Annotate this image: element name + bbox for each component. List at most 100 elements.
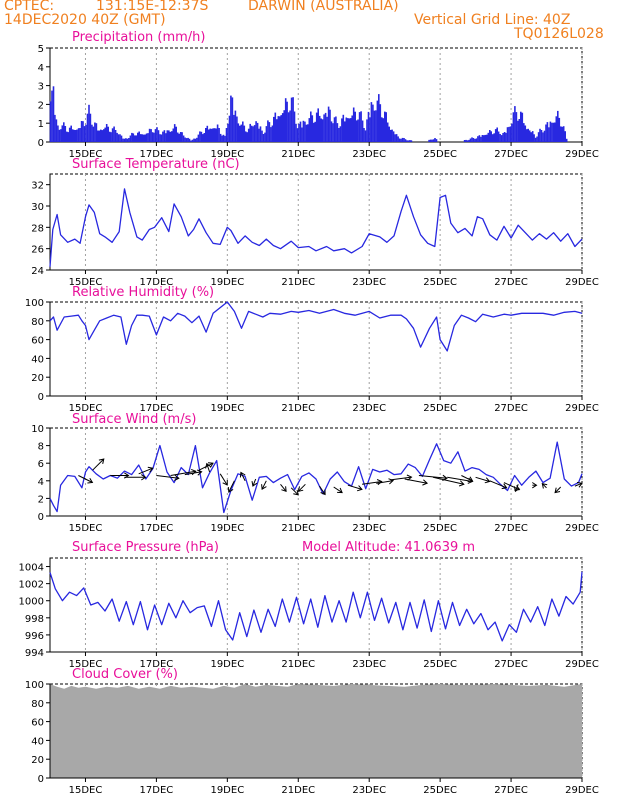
precip-bar (268, 122, 271, 142)
temp-x-tick-label: 15DEC (69, 277, 103, 288)
cloud-x-tick-label: 19DEC (210, 785, 244, 796)
wind-y-tick-label: 8 (38, 442, 44, 453)
temp-y-tick-label: 28 (31, 223, 44, 234)
precip-bar (469, 138, 472, 142)
precip-bar (546, 122, 549, 142)
precip-bar (329, 109, 331, 142)
precip-bar (552, 122, 555, 142)
precip-bar (259, 126, 262, 142)
precip-x-tick-label: 25DEC (423, 149, 457, 160)
precip-bar (120, 135, 123, 142)
pressure-x-tick-label: 17DEC (140, 659, 174, 670)
precip-bar (150, 129, 152, 142)
precip-bar (475, 138, 478, 142)
precip-bar (324, 112, 327, 142)
precip-bar (409, 140, 411, 142)
precip-bar (298, 123, 300, 142)
wind-arrow (184, 471, 202, 476)
wind-arrow (252, 478, 257, 487)
precip-bar (57, 125, 59, 142)
wind-arrow-head (227, 486, 234, 493)
precip-bar (160, 134, 163, 142)
wind-x-tick-label: 25DEC (423, 523, 457, 534)
wind-y-tick-label: 0 (38, 512, 44, 523)
precip-bar (135, 135, 138, 142)
pressure-y-tick-label: 994 (25, 648, 44, 659)
precip-bar (213, 128, 216, 142)
rh-x-tick-label: 27DEC (494, 403, 528, 414)
pressure-x-tick-label: 15DEC (69, 659, 103, 670)
wind-y-tick-label: 6 (38, 459, 44, 470)
wind-title: Surface Wind (m/s) (72, 412, 196, 427)
precip-bar (49, 101, 52, 142)
precip-bar (542, 132, 544, 142)
precip-bar (205, 128, 207, 142)
header-station: DARWIN (AUSTRALIA) (248, 0, 399, 14)
cloud-title: Cloud Cover (%) (72, 667, 178, 682)
cloud-x-tick-label: 25DEC (423, 785, 457, 796)
wind-arrow (206, 463, 211, 473)
precip-bar (509, 126, 512, 142)
precip-bar (384, 111, 386, 142)
precip-bar (276, 119, 278, 142)
precip-bar (358, 112, 361, 142)
wind-arrow-head (422, 479, 429, 486)
precip-bar (176, 132, 179, 142)
cloud-y-tick-label: 80 (31, 699, 44, 710)
wind-arrow (261, 480, 267, 490)
wind-arrow-head (458, 480, 465, 487)
precip-y-tick-label: 4 (38, 63, 44, 74)
precip-bar (397, 136, 399, 142)
wind-arrow (489, 480, 507, 489)
wind-arrow-head (467, 476, 474, 483)
precip-bar (330, 121, 333, 142)
cloud-x-tick-label: 21DEC (281, 785, 315, 796)
precip-bar (554, 122, 556, 142)
precip-bar (250, 125, 253, 142)
wind-arrow (280, 483, 287, 492)
precip-bar (524, 125, 527, 142)
wind-arrow (156, 475, 179, 479)
precip-bar (478, 135, 481, 142)
precip-bar (369, 117, 371, 142)
precip-bar (95, 123, 98, 142)
precip-bar (339, 126, 342, 142)
precip-bar (249, 123, 251, 142)
precip-bar (104, 127, 106, 142)
temp-x-tick-label: 25DEC (423, 277, 457, 288)
cloud-y-tick-label: 0 (38, 774, 44, 785)
rh-frame (49, 301, 583, 397)
precip-y-tick-label: 1 (38, 119, 44, 130)
precip-bar (361, 120, 364, 142)
precip-bar (178, 133, 180, 142)
precip-bar (173, 124, 176, 142)
precip-bar (428, 139, 430, 142)
precip-bar (222, 134, 225, 142)
precip-bar (141, 134, 143, 142)
precip-bar (400, 138, 402, 142)
precip-bar (202, 134, 204, 142)
precip-bar (352, 107, 355, 142)
cloud-panel (46, 683, 583, 782)
precip-bar (134, 135, 136, 142)
precip-bar (344, 121, 346, 142)
precip-bar (284, 98, 287, 142)
precip-y-tick-label: 0 (38, 138, 44, 149)
pressure-y-tick-label: 1000 (19, 597, 44, 608)
precip-bar (564, 131, 566, 142)
precip-bar (131, 132, 133, 142)
wind-arrow-head (239, 471, 246, 478)
cloud-x-tick-label: 17DEC (140, 785, 174, 796)
precip-bar (274, 112, 277, 142)
precip-bar (372, 104, 374, 142)
wind-panel (46, 427, 583, 520)
rh-y-tick-label: 80 (31, 317, 44, 328)
wind-arrow-head (376, 479, 383, 486)
precip-bar (111, 128, 114, 142)
precip-bar (326, 116, 328, 142)
temp-frame (49, 173, 583, 271)
precip-bar (243, 125, 246, 142)
precip-bar (323, 114, 325, 142)
precip-bar (94, 122, 96, 142)
precip-bar (551, 122, 553, 142)
